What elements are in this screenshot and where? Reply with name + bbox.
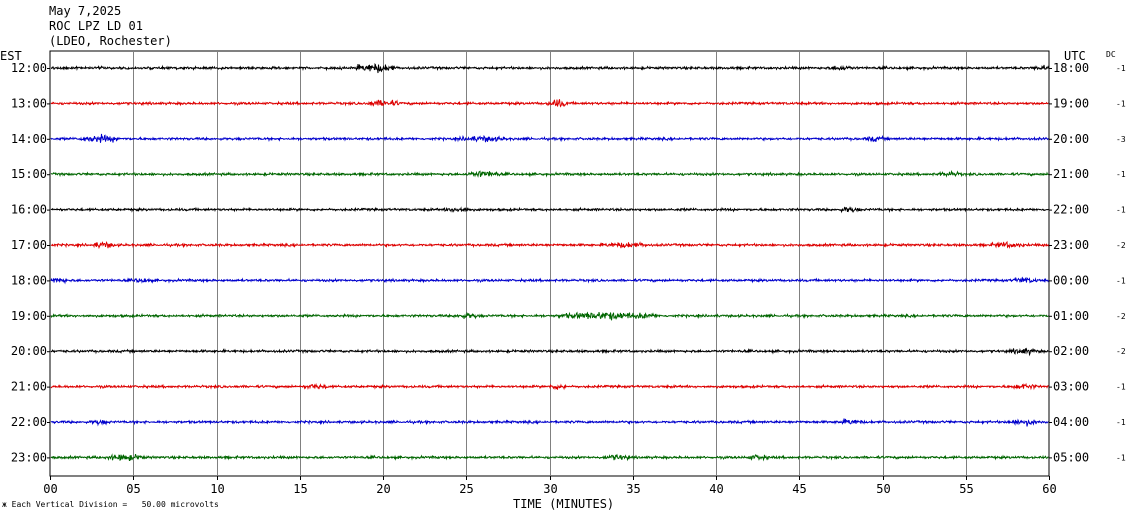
row-label-est: 17:00	[11, 238, 47, 252]
row-label-utc: 01:00	[1053, 309, 1089, 323]
row-label-utc: 21:00	[1053, 167, 1089, 181]
header-station: ROC LPZ LD 01	[49, 19, 143, 33]
x-tick-label: 55	[959, 482, 973, 496]
row-dc-value: -1	[1116, 453, 1126, 462]
row-dc-value: -3	[1116, 135, 1126, 144]
row-dc-value: -1	[1116, 64, 1126, 73]
seismic-trace	[50, 311, 1049, 321]
row-label-est: 16:00	[11, 203, 47, 217]
row-dc-value: -1	[1116, 383, 1126, 392]
timezone-right-label: UTC	[1064, 49, 1086, 63]
seismic-trace	[50, 347, 1049, 357]
row-dc-value: -1	[1116, 206, 1126, 215]
seismic-trace	[50, 206, 1049, 214]
x-axis-label: TIME (MINUTES)	[513, 497, 615, 511]
row-label-utc: 03:00	[1053, 380, 1089, 394]
row-dc-value: -1	[1116, 170, 1126, 179]
x-tick-label: 20	[376, 482, 390, 496]
seismic-trace	[50, 169, 1049, 178]
row-label-utc: 02:00	[1053, 344, 1089, 358]
seismic-trace	[50, 418, 1049, 427]
plot-frame	[49, 50, 1050, 477]
seismic-trace	[50, 276, 1049, 285]
row-dc-value: -1	[1116, 418, 1126, 427]
row-label-utc: 20:00	[1053, 132, 1089, 146]
seismic-trace	[50, 133, 1049, 143]
x-tick-label: 35	[626, 482, 640, 496]
x-tick-label: 00	[43, 482, 57, 496]
seismic-trace	[50, 240, 1049, 250]
vertical-division-note: ж Each Vertical Division = 50.00 microvo…	[2, 500, 219, 509]
x-tick-label: 45	[792, 482, 806, 496]
row-label-est: 15:00	[11, 167, 47, 181]
row-dc-value: -1	[1116, 276, 1126, 285]
row-label-est: 13:00	[11, 96, 47, 110]
row-label-est: 19:00	[11, 309, 47, 323]
row-label-est: 23:00	[11, 450, 47, 464]
row-dc-value: -2	[1116, 241, 1126, 250]
row-label-utc: 04:00	[1053, 415, 1089, 429]
row-label-utc: 18:00	[1053, 61, 1089, 75]
x-tick-label: 30	[543, 482, 557, 496]
x-tick-label: 10	[210, 482, 224, 496]
timezone-left-label: EST	[0, 49, 22, 63]
header-network: (LDEO, Rochester)	[49, 34, 172, 48]
row-label-est: 18:00	[11, 273, 47, 287]
row-label-est: 14:00	[11, 132, 47, 146]
row-dc-value: -2	[1116, 312, 1126, 321]
row-label-utc: 22:00	[1053, 203, 1089, 217]
x-tick-label: 60	[1042, 482, 1056, 496]
row-label-utc: 05:00	[1053, 450, 1089, 464]
row-label-utc: 00:00	[1053, 273, 1089, 287]
seismic-trace	[51, 62, 1049, 74]
row-dc-value: -1	[1116, 99, 1126, 108]
x-tick-label: 50	[876, 482, 890, 496]
dc-column-label: DC	[1106, 50, 1116, 59]
row-label-est: 20:00	[11, 344, 47, 358]
division-note-text: Each Vertical Division = 50.00 microvolt…	[11, 500, 219, 509]
row-dc-value: -2	[1116, 347, 1126, 356]
seismic-trace	[50, 453, 1049, 462]
row-label-utc: 23:00	[1053, 238, 1089, 252]
seismic-trace	[50, 382, 1049, 391]
row-label-est: 22:00	[11, 415, 47, 429]
row-label-est: 12:00	[11, 61, 47, 75]
x-tick-label: 40	[709, 482, 723, 496]
row-label-est: 21:00	[11, 380, 47, 394]
row-label-utc: 19:00	[1053, 96, 1089, 110]
x-tick-label: 05	[126, 482, 140, 496]
header-date: May 7,2025	[49, 4, 122, 18]
x-tick-label: 25	[459, 482, 473, 496]
footer-mark: ж	[2, 500, 7, 509]
x-tick-label: 15	[293, 482, 307, 496]
seismic-trace	[50, 99, 1049, 108]
